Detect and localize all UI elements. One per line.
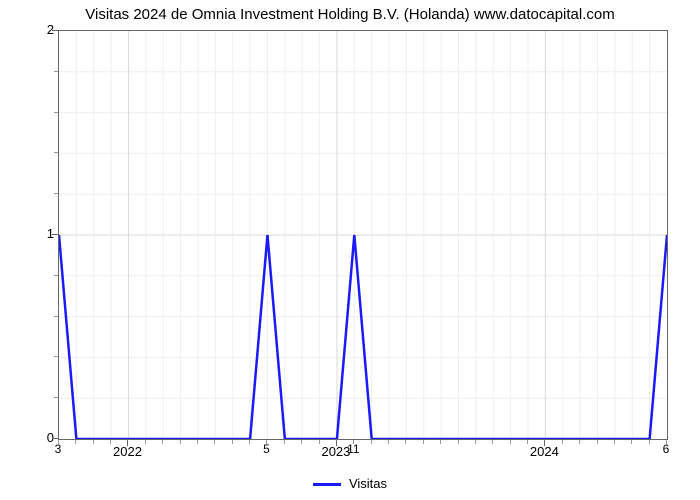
x-tick-minor (458, 440, 459, 444)
x-tick-minor (388, 440, 389, 444)
x-tick-minor (319, 440, 320, 444)
y-minor-tick (54, 152, 58, 153)
x-tick-label: 2023 (321, 444, 350, 459)
y-tick (52, 438, 58, 439)
chart-svg (59, 31, 667, 439)
plot-area (58, 30, 668, 440)
x-tick-minor (284, 440, 285, 444)
x-tick-minor (562, 440, 563, 444)
x-tick-minor (162, 440, 163, 444)
data-line (59, 235, 667, 439)
y-minor-tick (54, 397, 58, 398)
x-tick-minor (249, 440, 250, 444)
x-tick-minor (649, 440, 650, 444)
legend: Visitas (0, 476, 700, 491)
x-tick-minor (145, 440, 146, 444)
chart-container: Visitas 2024 de Omnia Investment Holding… (0, 0, 700, 500)
x-tick-minor (232, 440, 233, 444)
x-tick-minor (371, 440, 372, 444)
x-tick-minor (597, 440, 598, 444)
legend-swatch (313, 483, 341, 486)
x-tick-minor (579, 440, 580, 444)
chart-title: Visitas 2024 de Omnia Investment Holding… (0, 6, 700, 23)
y-minor-tick (54, 112, 58, 113)
x-inline-label: 3 (55, 442, 62, 456)
x-tick-minor (93, 440, 94, 444)
x-tick-minor (110, 440, 111, 444)
y-minor-tick (54, 275, 58, 276)
x-tick-minor (475, 440, 476, 444)
x-tick-minor (492, 440, 493, 444)
x-tick-minor (614, 440, 615, 444)
x-inline-label: 5 (263, 442, 270, 456)
x-inline-label: 11 (347, 442, 359, 456)
x-inline-label: 6 (663, 442, 670, 456)
legend-label: Visitas (349, 476, 387, 491)
x-tick-label: 2024 (530, 444, 559, 459)
y-minor-tick (54, 193, 58, 194)
x-tick-minor (301, 440, 302, 444)
y-tick (52, 234, 58, 235)
x-tick-minor (440, 440, 441, 444)
x-tick-minor (214, 440, 215, 444)
y-tick (52, 30, 58, 31)
x-tick-minor (510, 440, 511, 444)
x-tick-minor (197, 440, 198, 444)
x-tick-minor (180, 440, 181, 444)
x-tick-minor (75, 440, 76, 444)
y-minor-tick (54, 316, 58, 317)
x-tick-minor (527, 440, 528, 444)
x-tick-minor (631, 440, 632, 444)
x-tick-label: 2022 (113, 444, 142, 459)
x-tick-minor (405, 440, 406, 444)
y-minor-tick (54, 356, 58, 357)
x-tick-minor (423, 440, 424, 444)
y-minor-tick (54, 71, 58, 72)
